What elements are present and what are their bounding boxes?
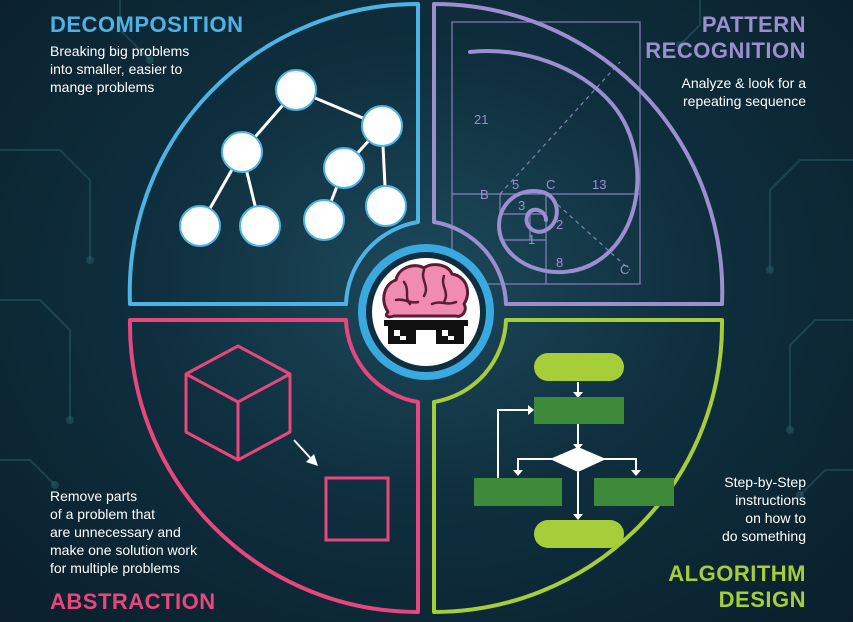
spiral-label: C [620,262,629,277]
spiral-label: 5 [512,177,519,192]
spiral-label: B [480,187,489,202]
spiral-label: 13 [592,177,606,192]
algorithm-design-description: Step-by-Step instructions on how to do s… [721,474,806,544]
decomposition-quadrant [127,1,420,306]
decomposition-description: Breaking big problems into smaller, easi… [50,43,190,95]
spiral-label: 3 [518,198,525,213]
spiral-label: C [546,177,555,192]
pattern-recognition-description: Analyze & look for a repeating sequence [681,75,806,109]
arrow-icon [293,439,318,466]
brain-with-glasses-icon [358,244,494,380]
spiral-label: 2 [556,217,563,232]
spiral-label: 1 [528,232,535,247]
decomposition-tree-icon [179,69,407,247]
spiral-label: 21 [474,112,488,127]
fibonacci-spiral-icon [451,21,641,285]
abstraction-quadrant [127,318,420,614]
square-icon [324,476,390,542]
pattern-recognition-title: PATTERN RECOGNITION [645,12,806,63]
pattern-recognition-quadrant [432,1,725,306]
abstraction-description: Remove parts of a problem that are unnec… [50,488,198,576]
algorithm-design-quadrant [432,318,725,614]
flowchart-icon [474,353,674,548]
cube-icon [184,344,292,462]
spiral-label: 8 [556,255,563,270]
spiral-labels: 21 B 5 C 13 3 2 1 8 C [474,112,629,277]
algorithm-design-title: ALGORITHM DESIGN [668,561,806,612]
decomposition-title: DECOMPOSITION [50,12,244,37]
abstraction-title: ABSTRACTION [50,589,216,614]
